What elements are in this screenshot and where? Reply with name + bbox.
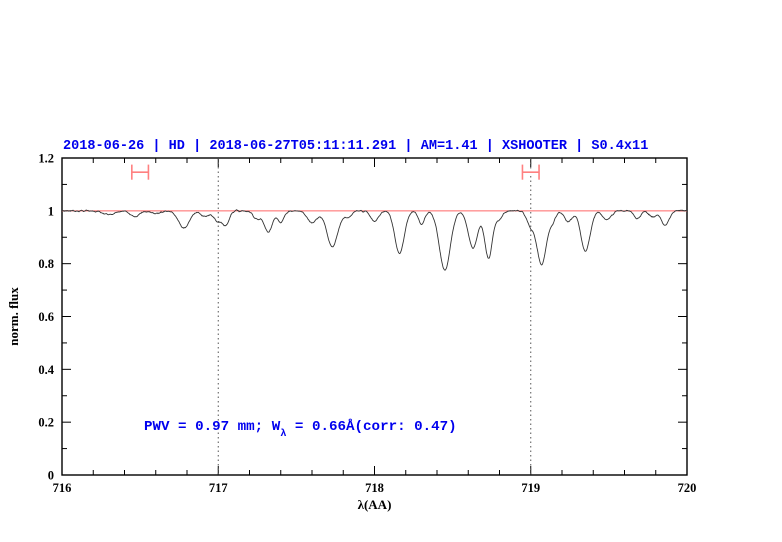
svg-text:720: 720 — [678, 481, 697, 495]
svg-text:0: 0 — [48, 469, 54, 483]
svg-text:1: 1 — [48, 204, 54, 218]
svg-text:λ(AA): λ(AA) — [358, 497, 392, 512]
svg-text:2018-06-26 | HD | 2018-06-27T0: 2018-06-26 | HD | 2018-06-27T05:11:11.29… — [63, 139, 648, 154]
svg-text:norm. flux: norm. flux — [6, 287, 21, 346]
svg-text:716: 716 — [53, 481, 72, 495]
svg-text:0.6: 0.6 — [38, 310, 54, 324]
svg-text:719: 719 — [521, 481, 540, 495]
svg-text:0.8: 0.8 — [38, 257, 54, 271]
svg-text:718: 718 — [365, 481, 384, 495]
svg-text:1.2: 1.2 — [38, 152, 54, 166]
svg-text:PWV = 0.97 mm; Wλ = 0.66Å(corr: PWV = 0.97 mm; Wλ = 0.66Å(corr: 0.47) — [144, 418, 457, 440]
svg-text:0.2: 0.2 — [38, 416, 54, 430]
svg-text:0.4: 0.4 — [38, 363, 54, 377]
svg-text:717: 717 — [209, 481, 228, 495]
